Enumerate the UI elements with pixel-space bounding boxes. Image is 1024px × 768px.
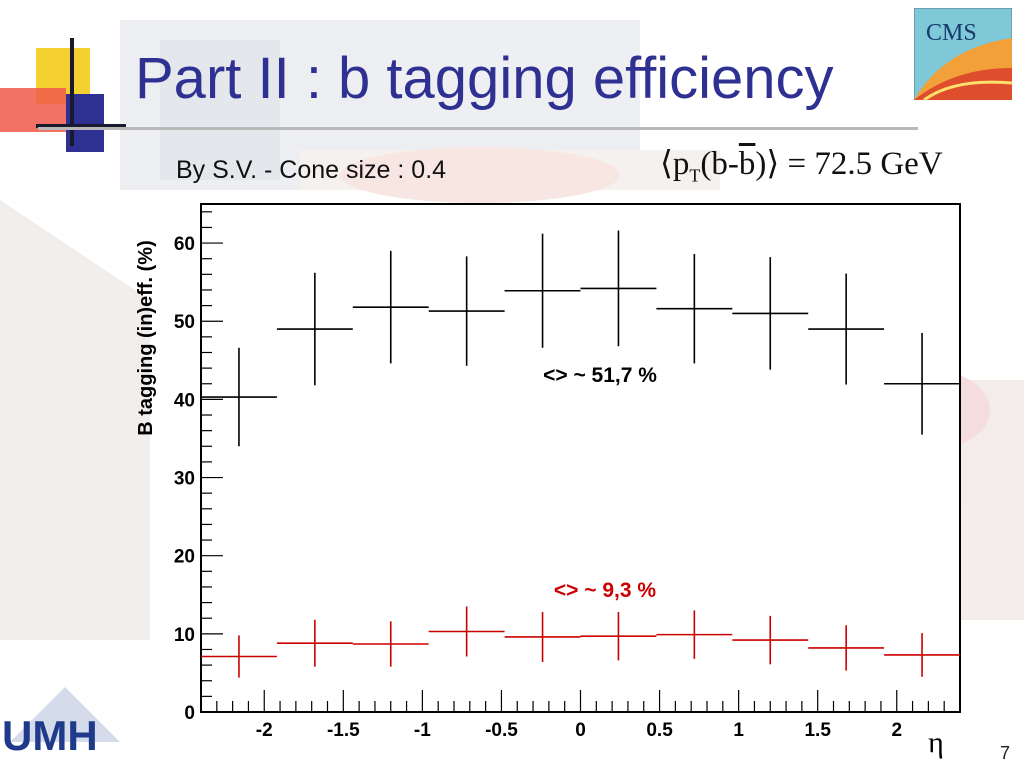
y-tick-label: 50 xyxy=(174,312,195,333)
umh-logo-text: UMH xyxy=(2,712,98,759)
y-tick-label: 10 xyxy=(174,625,195,646)
y-tick-label: 20 xyxy=(174,547,195,568)
formula-value: = 72.5 GeV xyxy=(779,146,943,182)
formula-open: ⟨ xyxy=(660,146,673,182)
y-tick-label: 30 xyxy=(174,469,195,490)
cms-logo: CMS xyxy=(914,8,1012,100)
umh-logo: UMH xyxy=(2,687,120,759)
x-tick-label: 2 xyxy=(891,720,902,741)
formula-p: p xyxy=(672,146,690,182)
series-mistag xyxy=(201,606,960,678)
y-tick-label: 0 xyxy=(184,703,195,724)
slide-title: Part II : b tagging efficiency xyxy=(135,46,834,111)
formula-sub: T xyxy=(689,165,701,186)
formula-mid: (b- xyxy=(700,146,739,182)
y-tick-label: 40 xyxy=(174,390,195,411)
page-number: 7 xyxy=(1000,743,1011,763)
cms-logo-text: CMS xyxy=(926,20,977,46)
x-tick-label: -1.5 xyxy=(327,720,360,741)
x-tick-label: 0.5 xyxy=(646,720,673,741)
y-tick-label: 60 xyxy=(174,234,195,255)
b-mean-annotation: <> ~ 51,7 % xyxy=(543,364,657,387)
x-tick-label: -2 xyxy=(256,720,273,741)
x-tick-label: 1.5 xyxy=(804,720,831,741)
mistag-mean-annotation: <> ~ 9,3 % xyxy=(554,579,656,602)
title-underline xyxy=(38,127,918,130)
slide-subtitle: By S.V. - Cone size : 0.4 xyxy=(176,156,447,184)
x-tick-label: -0.5 xyxy=(485,720,518,741)
formula-close: )⟩ xyxy=(755,146,780,182)
formula-bbar: b xyxy=(738,146,756,182)
x-tick-label: 1 xyxy=(733,720,744,741)
pt-formula: ⟨pT(b-b)⟩ = 72.5 GeV xyxy=(660,143,943,187)
y-axis-label: B tagging (in)eff. (%) xyxy=(135,240,157,436)
x-tick-label: 0 xyxy=(575,720,586,741)
x-tick-label: -1 xyxy=(414,720,431,741)
x-axis-label: η xyxy=(928,726,944,759)
series-b xyxy=(201,230,960,447)
